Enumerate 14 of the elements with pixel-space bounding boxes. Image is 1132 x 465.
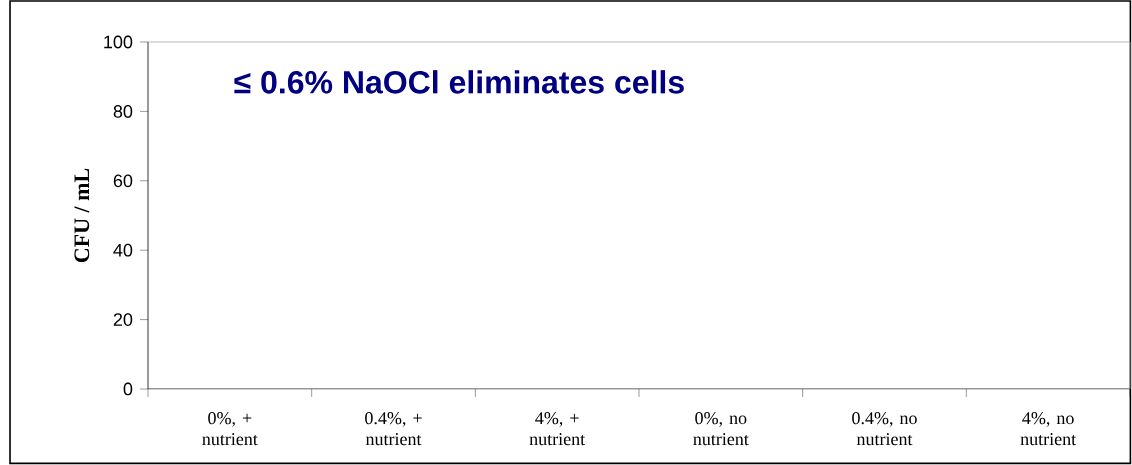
y-tick-label: 0 bbox=[123, 382, 133, 396]
y-tick-label: 20 bbox=[113, 313, 133, 326]
y-axis-title: CFU / mL bbox=[74, 168, 90, 263]
annotation: ≤ 0.6% NaOCl eliminates cells bbox=[234, 70, 684, 94]
x-tick-label: 0%, no nutrient bbox=[693, 412, 749, 446]
y-tick-label: 80 bbox=[113, 105, 133, 118]
y-tick-label: 100 bbox=[104, 35, 133, 49]
x-tick-label: 4%, + nutrient bbox=[529, 412, 586, 446]
x-tick-label: 0.4%, no nutrient bbox=[852, 412, 917, 446]
x-tick-label: 0.4%, + nutrient bbox=[365, 412, 422, 446]
x-tick-label: 0%, + nutrient bbox=[202, 412, 258, 446]
y-tick-label: 60 bbox=[113, 174, 133, 188]
x-tick-label: 4%, no nutrient bbox=[1020, 412, 1077, 446]
y-tick-label: 40 bbox=[113, 243, 133, 257]
